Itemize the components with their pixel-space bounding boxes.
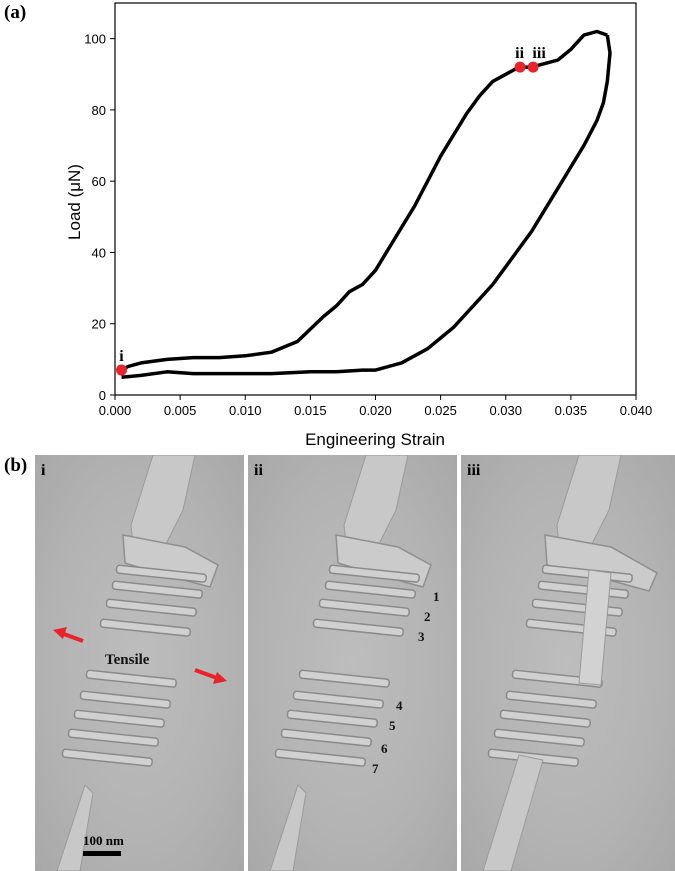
y-tick-label: 40 [92,245,106,260]
slot-number-3: 3 [418,629,425,644]
upper-grip-ii [343,455,409,551]
slot-array-lower-iii [487,669,603,767]
marker-ii [514,61,526,73]
slot-number-6: 6 [381,741,388,756]
scale-bar [83,851,121,856]
x-tick-label: 0.005 [164,403,197,418]
x-tick-label: 0.000 [99,403,132,418]
x-axis-title: Engineering Strain [305,430,445,449]
slot-2 [324,580,416,599]
slot-2 [111,580,203,599]
upper-grip-i [130,455,196,551]
slot-1 [328,564,420,583]
slot-array-upper-i [99,564,207,637]
y-tick-label: 80 [92,103,106,118]
y-tick-label: 60 [92,174,106,189]
slot-3 [318,598,410,617]
x-tick-label: 0.030 [489,403,522,418]
x-tick-label: 0.025 [424,403,457,418]
slot-5 [298,669,390,688]
tem-image-i: i Tensile 100 nm [35,455,244,871]
x-tick-label: 0.010 [229,403,262,418]
lower-grip-iii [482,754,544,871]
slot-array-lower-i [61,669,177,767]
tem-image-ii: ii 1 2 3 4 5 6 7 [248,455,457,871]
slot-number-4: 4 [396,698,403,713]
slot-4 [99,618,191,637]
slot-1 [115,564,207,583]
tem-image-ii-drawing: ii 1 2 3 4 5 6 7 [254,455,440,871]
panel-a-label: (a) [4,2,27,23]
slot-number-5: 5 [389,718,396,733]
slot-7 [73,709,165,728]
slot-8 [67,728,159,747]
slot-6 [505,690,597,709]
marker-label-ii: ii [515,45,524,62]
slot-5 [85,669,177,688]
slot-3 [105,598,197,617]
scale-bar-label: 100 nm [83,833,124,848]
slot-7 [499,709,591,728]
y-tick-label: 0 [99,388,106,403]
slot-4 [312,618,404,637]
marker-iii [527,61,539,73]
slot-6 [292,690,384,709]
upper-grip-iii [556,455,622,551]
marker-label-iii: iii [532,45,546,62]
y-axis-title: Load (μN) [65,164,84,240]
slot-3 [531,598,623,617]
marker-label-i: i [119,348,124,365]
loading-curve [120,29,608,372]
image-label-ii: ii [254,462,263,479]
panel-b-label: (b) [4,455,28,476]
image-label-iii: iii [467,462,481,479]
slot-8 [280,728,372,747]
tensile-arrow-right-icon [194,668,227,684]
tem-image-iii: iii [461,455,675,871]
tensile-label: Tensile [105,652,150,668]
chart-ticks: 0.000 0.005 0.010 0.015 0.020 0.025 0.030 0.035… [84,32,652,418]
tem-image-iii-drawing: iii [467,455,658,871]
slot-array-upper-ii [312,564,420,637]
x-tick-label: 0.015 [294,403,327,418]
slot-number-1: 1 [433,589,440,604]
slot-7 [286,709,378,728]
lower-grip-i [56,784,94,871]
x-tick-label: 0.040 [620,403,653,418]
slot-array-lower-ii [274,669,390,767]
x-tick-label: 0.035 [555,403,588,418]
slot-6 [79,690,171,709]
slot-9 [61,748,153,767]
image-label-i: i [41,462,46,479]
x-tick-label: 0.020 [359,403,392,418]
slot-array-upper-iii [525,564,633,637]
slot-8 [493,728,585,747]
y-tick-label: 100 [84,32,106,47]
slot-9 [274,748,366,767]
slot-number-7: 7 [372,761,379,776]
load-strain-chart: 0.000 0.005 0.010 0.015 0.020 0.025 0.030 0.035… [65,2,652,449]
lower-grip-ii [269,784,307,871]
slot-2 [537,580,629,599]
crack-band-iii [578,569,612,686]
y-tick-label: 20 [92,317,106,332]
tensile-arrow-left-icon [53,627,84,643]
chart-markers: iii iii [116,45,546,376]
chart-series [120,29,612,379]
marker-i [116,364,128,376]
tem-image-i-drawing: i Tensile 100 nm [41,455,227,871]
slot-number-2: 2 [424,609,431,624]
unloading-curve [121,34,612,379]
